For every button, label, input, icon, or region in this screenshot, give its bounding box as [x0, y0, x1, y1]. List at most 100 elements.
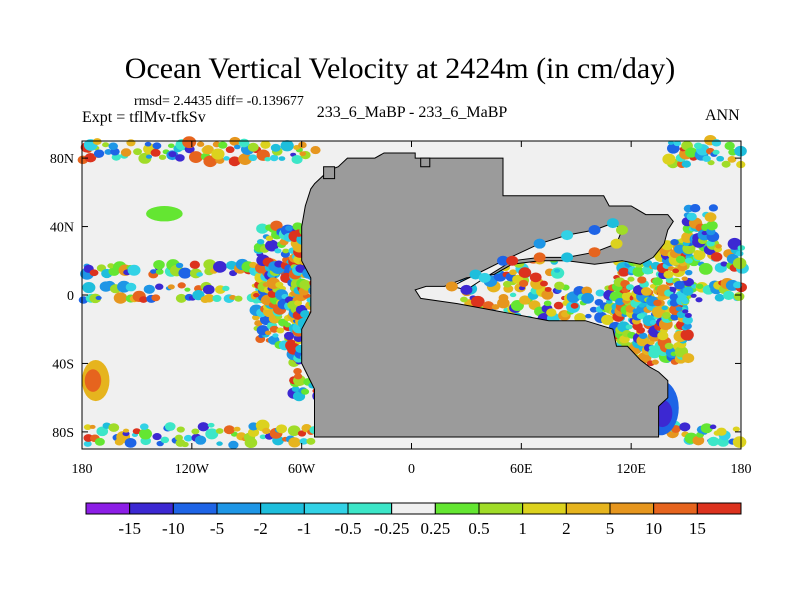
anomaly-patch: [652, 277, 663, 286]
anomaly-patch: [233, 426, 241, 432]
anomaly-patch: [96, 426, 109, 437]
anomaly-patch: [700, 423, 713, 434]
anomaly-patch: [177, 282, 186, 289]
x-tick-label: 60W: [288, 462, 316, 477]
anomaly-patch: [670, 239, 679, 246]
x-tick-label: 120W: [175, 462, 210, 477]
map-plot-area: [77, 134, 749, 450]
y-tick-label: 80N: [50, 152, 74, 167]
inner-sea-patch: [478, 272, 491, 283]
y-tick-label: 40N: [50, 221, 74, 236]
colorbar-label: 2: [562, 519, 571, 538]
positive-north-pacific: [146, 206, 183, 222]
anomaly-patch: [663, 270, 674, 279]
anomaly-patch: [733, 292, 745, 301]
anomaly-patch: [680, 329, 694, 341]
anomaly-patch: [704, 212, 717, 223]
x-tick-label: 0: [408, 462, 415, 477]
anomaly-patch: [682, 315, 693, 325]
anomaly-patch: [145, 154, 153, 159]
anomaly-patch: [175, 293, 187, 303]
anomaly-patch: [482, 301, 495, 311]
inner-sea-patch: [533, 252, 546, 263]
anomaly-patch: [178, 267, 192, 279]
anomaly-patch: [625, 324, 633, 330]
anomaly-patch: [300, 310, 311, 319]
anomaly-patch: [519, 279, 529, 288]
anomaly-patch: [708, 204, 719, 212]
anomaly-patch: [84, 153, 97, 163]
anomaly-patch: [672, 268, 680, 274]
colorbar-label: -2: [254, 519, 268, 538]
anomaly-patch: [306, 437, 316, 445]
anomaly-patch: [733, 281, 742, 289]
anomaly-patch: [158, 154, 167, 160]
anomaly-patch: [254, 320, 263, 327]
colorbar-swatch: [696, 502, 742, 515]
anomaly-patch: [689, 203, 701, 213]
anomaly-patch: [152, 142, 162, 150]
anomaly-patch: [618, 267, 630, 277]
anomaly-patch: [682, 286, 694, 296]
inner-sea-patch: [497, 255, 510, 266]
anomaly-patch: [299, 438, 309, 445]
anomaly-patch: [498, 294, 509, 302]
anomaly-patch: [570, 302, 579, 309]
anomaly-patch: [310, 146, 321, 155]
anomaly-patch: [216, 441, 223, 446]
anomaly-patch: [702, 155, 711, 162]
anomaly-patch: [627, 276, 635, 282]
anomaly-patch: [94, 437, 105, 446]
anomaly-patch: [509, 269, 517, 276]
colorbar-swatch: [391, 502, 436, 515]
anomaly-patch: [735, 250, 744, 257]
inner-sea-patch: [606, 218, 619, 229]
anomaly-patch: [223, 156, 230, 161]
colorbar-swatch: [522, 502, 567, 515]
colorbar-label: -5: [210, 519, 224, 538]
anomaly-patch: [707, 436, 720, 447]
anomaly-patch: [144, 141, 152, 147]
anomaly-patch: [233, 144, 241, 150]
anomaly-patch: [684, 269, 693, 276]
anomaly-patch: [122, 431, 130, 437]
anomaly-patch: [707, 160, 715, 166]
anomaly-patch: [287, 425, 301, 437]
anomaly-patch: [265, 239, 279, 252]
anomaly-patch: [202, 144, 214, 155]
anomaly-patch: [167, 284, 175, 290]
colorbar-label: 15: [689, 519, 706, 538]
colorbar-label: -0.25: [374, 519, 409, 538]
colorbar-swatch: [565, 502, 611, 515]
anomaly-patch: [139, 423, 149, 430]
anomaly-patch: [211, 148, 225, 160]
colorbar-label: 0.5: [468, 519, 489, 538]
polar-island: [420, 157, 431, 168]
anomaly-patch: [690, 293, 697, 298]
anomaly-patch: [706, 220, 718, 231]
inner-sea-patch: [469, 269, 482, 280]
anomaly-patch: [681, 160, 692, 168]
anomaly-patch: [518, 286, 526, 291]
inner-sea-patch: [588, 247, 601, 258]
x-tick-label: 120E: [616, 462, 646, 477]
x-tick-label: 180: [72, 462, 93, 477]
anomaly-patch: [164, 422, 176, 431]
anomaly-patch: [238, 138, 250, 148]
anomaly-patch: [127, 264, 141, 276]
anomaly-patch: [519, 295, 531, 305]
anomaly-patch: [581, 292, 594, 304]
anomaly-patch: [553, 301, 564, 310]
anomaly-patch: [664, 342, 674, 350]
anomaly-patch: [720, 261, 728, 267]
inner-sea-patch: [445, 281, 458, 292]
anomaly-patch: [732, 426, 740, 432]
anomaly-patch: [125, 282, 137, 292]
colorbar-label: -0.5: [335, 519, 362, 538]
anomaly-patch: [102, 142, 110, 148]
anomaly-patch: [605, 299, 613, 304]
anomaly-patch: [252, 298, 260, 304]
anomaly-patch: [681, 276, 688, 281]
polar-island: [323, 166, 336, 180]
land-mask: [301, 152, 674, 438]
